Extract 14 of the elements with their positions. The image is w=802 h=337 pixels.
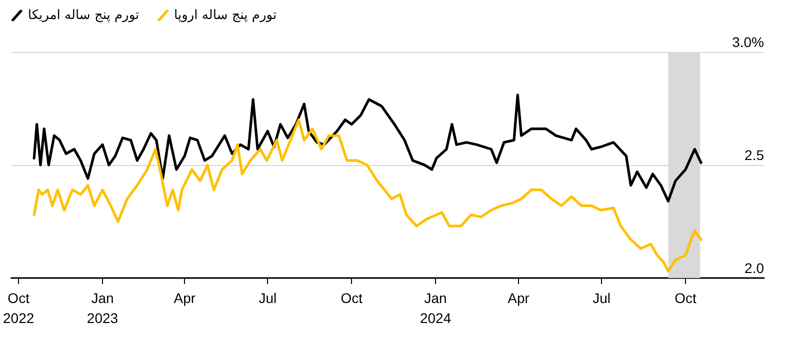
y-tick-label: 2.0 (744, 260, 764, 276)
x-tick-label: Oct (674, 290, 697, 306)
x-tick-label: Oct 2022 (2, 290, 34, 326)
x-tick-label: Jul (592, 290, 611, 306)
x-tick-label: Apr (174, 290, 196, 306)
legend-label: تورم پنج ساله امریکا (28, 8, 140, 23)
x-tick-label: Oct (340, 290, 363, 306)
y-tick-label: 3.0% (732, 34, 764, 50)
y-tick-label: 2.5 (744, 147, 764, 163)
x-tick-label: Apr (508, 290, 530, 306)
x-tick-label: Jul (258, 290, 277, 306)
x-tick-label: Jan 2024 (420, 290, 452, 326)
x-tick-label: Jan 2023 (86, 290, 118, 326)
legend-label: تورم پنج ساله اروپا (174, 8, 277, 23)
